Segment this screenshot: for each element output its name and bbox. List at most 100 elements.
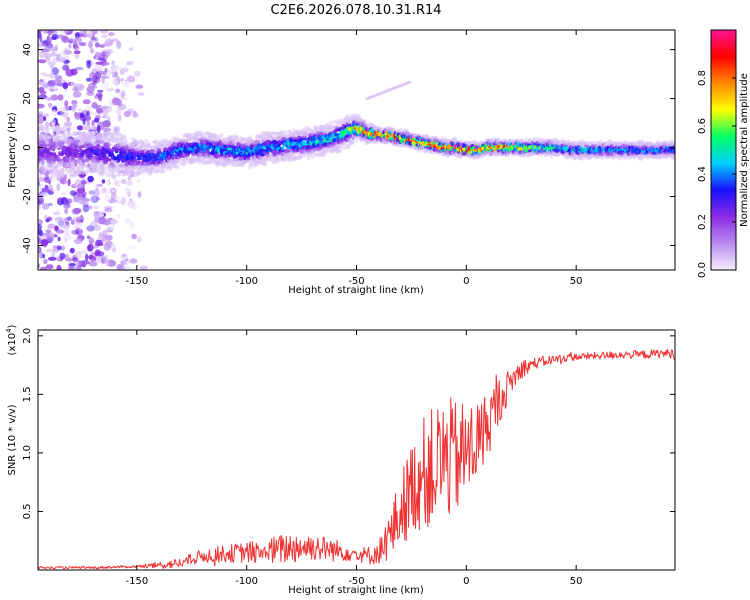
spectrogram-cell [38,167,46,175]
spectrogram-cell [50,160,57,165]
spectrogram-cell [112,165,117,170]
spectrogram-cell [47,203,53,206]
spectrogram-cell [72,132,78,136]
spectrogram-cell [91,167,98,172]
spectrogram-cell [76,167,80,171]
spectrogram-cell [102,42,111,47]
spectrogram-cell [76,161,83,165]
spectrogram-cell [48,136,53,140]
spectrogram-cell [57,219,65,227]
spectrogram-cell [119,135,125,141]
spectrogram-cell [40,239,49,247]
spectrogram-cell [90,134,94,137]
spectrogram-cell [49,163,52,167]
spectrogram-cell [38,172,42,178]
spectrogram-cell [127,145,134,149]
spectrogram-cell [77,171,82,176]
spectrogram-cell [121,140,127,145]
spectrogram-cell [49,171,54,176]
spectrogram-cell [85,138,92,144]
spectrogram-cell [55,125,61,129]
spectrogram-cell [107,131,110,135]
spectrogram-cell [79,139,84,144]
spectrogram-cell [112,135,117,141]
spectrogram-cell [85,158,90,163]
spectrogram-cell [39,133,44,138]
spectrogram-cell [75,166,80,171]
spectrogram-cell [113,174,117,178]
spectrogram-cell [61,35,69,42]
spectrogram-cell [45,122,50,127]
spectrogram-cell [118,142,123,145]
spectrogram-cell [55,124,62,130]
spectrogram-cell [112,131,118,137]
spectrogram-cell [56,183,61,192]
spectrogram-cell [47,102,53,108]
spectrogram-cell [59,51,65,59]
spectrogram-cell [86,110,90,117]
spectrogram-cell [137,236,142,243]
spectrogram-cell [38,137,44,141]
spectrogram-cell [73,149,80,154]
spectrogram-cell [58,57,66,63]
spectrogram-cell [111,171,115,176]
spectrogram-cell [71,163,76,167]
spectrogram-cell [73,131,78,135]
spectrogram-cell [61,133,67,138]
spectrogram-cell [38,178,43,183]
spectrogram-cell [116,197,121,201]
spectrogram-cell [83,133,88,137]
spectrogram-cell [71,229,80,235]
spectrogram-cell [81,131,86,135]
spectrogram-cell [118,168,124,171]
spectrogram-cell [54,163,59,169]
spectrogram-cell [50,188,54,195]
spectrogram-cell [95,223,100,229]
spectrogram-cell [54,126,60,130]
spectrogram-cell [50,86,59,90]
spectrogram-cell [81,159,86,167]
spectrogram-cell [86,225,95,232]
spectrogram-cell [117,45,122,50]
spectrogram-cell [39,176,44,181]
spectrogram-cell [83,158,87,162]
spectrogram-cell [96,143,100,149]
spectrogram-cell [75,67,84,71]
spectrogram-cell [110,134,114,137]
spectrogram-cell [108,171,113,177]
spectrogram-cell [120,137,125,140]
spectrogram-cell [38,133,42,137]
spectrogram-cell [87,138,93,143]
spectrogram-cell [45,264,54,270]
spectrogram-cell [103,208,113,213]
spectrogram-cell [99,169,104,174]
spectrogram-cell [67,170,73,174]
spectrogram-cell [69,247,75,254]
spectrogram-cell [44,139,48,144]
spectrogram-cell [108,199,118,203]
spectrogram-cell [261,161,268,167]
spectrogram-cell [105,234,113,241]
spectrogram-cell [86,135,92,141]
spectrogram-cell [82,160,86,166]
spectrogram-cell [114,131,119,137]
spectrogram-cell [127,200,136,208]
spectrogram-cell [81,138,88,143]
spectrogram-cell [131,142,135,146]
spectrogram-cell [91,161,97,168]
spectrogram-cell [78,168,84,173]
spectrogram-cell [38,103,45,109]
spectrogram-cell [47,168,52,173]
spectrogram-cell [105,158,112,161]
spectrogram-cell [100,166,105,172]
spectrogram-cell [110,243,116,250]
spectrogram-cell [87,135,93,140]
spectrogram-cell [124,258,129,262]
spectrogram-cell [106,105,113,113]
spectrogram-cell [72,257,79,262]
spectrogram-cell [49,71,54,80]
spectrogram-cell [86,168,92,173]
spectrogram-cell [101,166,106,170]
spectrogram-cell [90,131,94,135]
spectrogram-cell [53,136,60,141]
